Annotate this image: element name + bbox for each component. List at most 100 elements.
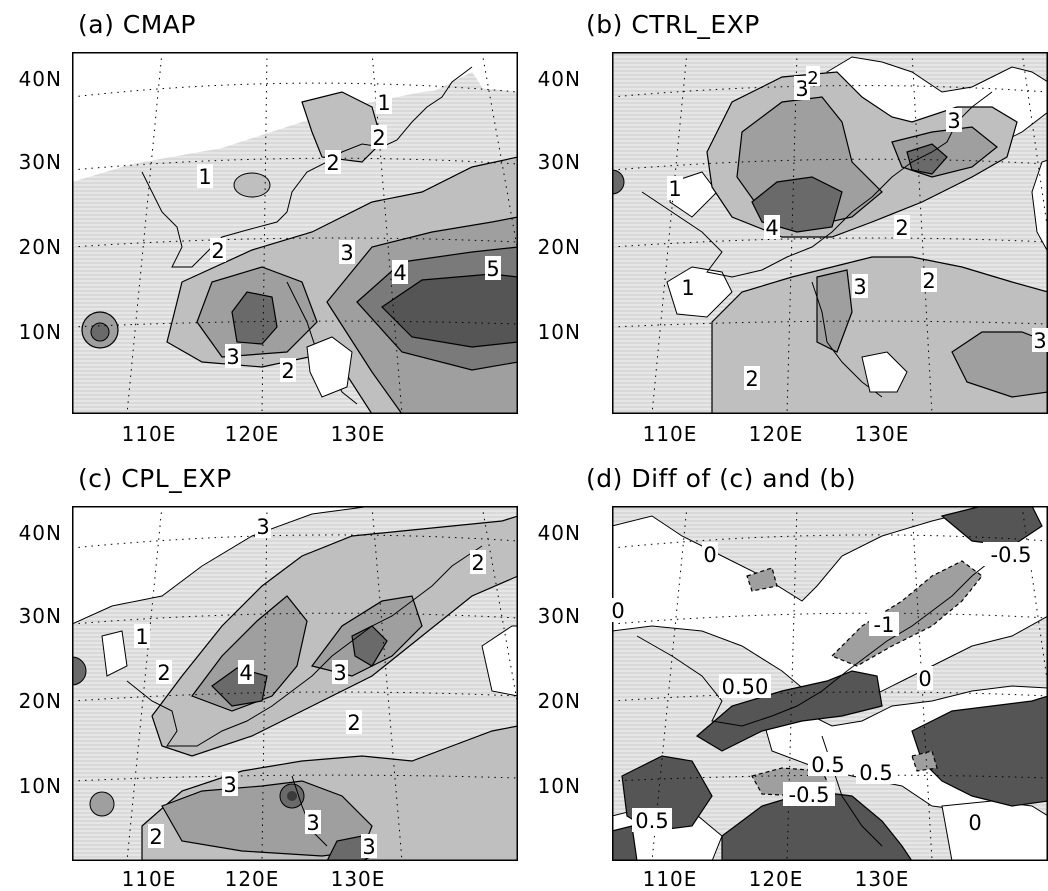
contour-label: 4 [392,260,408,285]
contour-fill-level-3 [951,331,1048,398]
contour-cell [233,172,271,198]
contour-label: 3 [361,834,377,859]
x-tick-label: 110E [121,422,177,446]
svg-text:2: 2 [471,551,484,575]
contour-label: 1 [197,164,213,189]
svg-text:1: 1 [198,165,211,189]
svg-text:0.5: 0.5 [635,809,668,833]
contour-fill-level-1 [402,72,518,162]
svg-text:1: 1 [681,276,694,300]
svg-text:2: 2 [157,661,170,685]
x-tick-label: 110E [121,867,177,891]
coastline [126,545,483,747]
contour-fill-level-0 [481,625,518,697]
y-tick-label: 20N [537,689,581,713]
contour-map: 3 2 1 2 4 3 2 3 3 2 3 [72,506,518,861]
svg-text:1: 1 [668,177,681,201]
x-tick-label: 130E [854,422,910,446]
svg-text:3: 3 [333,661,346,685]
x-tick-label: 110E [642,867,698,891]
svg-text:3: 3 [223,773,236,797]
y-tick-label: 40N [18,67,62,91]
contour-cell [89,791,115,817]
contour-label: 1 [134,624,150,649]
contour-cell [612,169,625,195]
svg-text:2: 2 [807,68,818,89]
contour-label: 2 [806,66,820,89]
contour-fill-negative [746,567,778,592]
coastline [141,66,473,268]
coastline [641,91,993,278]
panel-title: (d) Diff of (c) and (b) [586,464,857,493]
panel-b: (b) CTRL_EXP 40N 30N 20N 10N 110E 120E 1… [524,0,1048,446]
contour-fill-positive [695,670,883,752]
y-tick-label: 10N [18,774,62,798]
contour-fill-positive [940,506,1043,547]
y-tick-label: 40N [18,521,62,545]
svg-text:0.5: 0.5 [859,761,892,785]
x-tick-label: 130E [330,867,386,891]
contour-label: 3 [852,274,868,299]
graticule [72,506,518,861]
contour-label: 2 [371,125,387,150]
svg-text:3: 3 [226,345,239,369]
contour-label: 3 [222,772,238,797]
contour-label: 1 [667,176,683,201]
y-tick-label: 30N [537,604,581,628]
svg-text:2: 2 [922,269,935,293]
y-tick-label: 20N [18,235,62,259]
contour-map: 1 2 1 2 2 3 4 5 3 2 [72,52,518,414]
svg-text:-0.5: -0.5 [991,543,1032,567]
svg-text:3: 3 [1033,329,1046,353]
contour-map: 0 0 -0.5 -1 0.50 0 0.5 0.5 -0.5 0.5 0 [612,506,1048,861]
contour-cell [90,322,110,342]
panel-title: (a) CMAP [78,10,196,39]
x-tick-label: 120E [748,422,804,446]
contour-label: 2 [744,366,760,391]
svg-text:4: 4 [393,261,406,285]
svg-text:0: 0 [968,811,981,835]
panel-a: (a) CMAP 40N 30N 20N 10N 110E 120E 130E … [0,0,524,446]
contour-fill-level-4 [906,143,948,175]
contour-fill-level-5 [381,273,518,348]
y-tick-label: 10N [537,320,581,344]
coastline [811,281,883,398]
svg-text:0.50: 0.50 [722,675,769,699]
x-tick-label: 130E [854,867,910,891]
contour-label: 0.5 [808,752,848,777]
contour-label: 2 [894,215,910,240]
contour-label: 0 [702,542,718,567]
contour-label: 2 [346,710,362,735]
contour-label: 2 [325,150,341,175]
y-tick-label: 20N [537,235,581,259]
svg-text:0: 0 [612,599,625,623]
svg-text:3: 3 [362,835,375,859]
svg-text:4: 4 [239,661,252,685]
x-tick-label: 120E [748,867,804,891]
contour-fill-level-0 [101,630,128,677]
y-tick-label: 10N [18,320,62,344]
contour-fill-level-3 [161,780,373,857]
graticule [72,52,518,414]
contour-label: 0 [917,666,933,691]
svg-text:2: 2 [281,359,294,383]
contour-fill-negative [830,560,983,667]
contour-label: 2 [280,358,296,383]
y-tick-label: 30N [537,150,581,174]
svg-text:1: 1 [135,625,148,649]
contour-label: 0 [612,598,626,623]
svg-text:3: 3 [853,275,866,299]
svg-text:2: 2 [372,126,385,150]
contour-label: 1 [376,90,392,115]
svg-text:3: 3 [947,109,960,133]
contour-label: 3 [339,240,355,265]
contour-label: 2 [470,550,486,575]
contour-label: 3 [255,514,271,539]
contour-label: 1 [680,275,696,300]
x-tick-label: 120E [224,867,280,891]
svg-text:2: 2 [347,711,360,735]
contour-label: 2 [210,238,226,263]
y-tick-label: 30N [18,604,62,628]
contour-cell [72,656,87,686]
contour-label: 4 [764,215,780,240]
